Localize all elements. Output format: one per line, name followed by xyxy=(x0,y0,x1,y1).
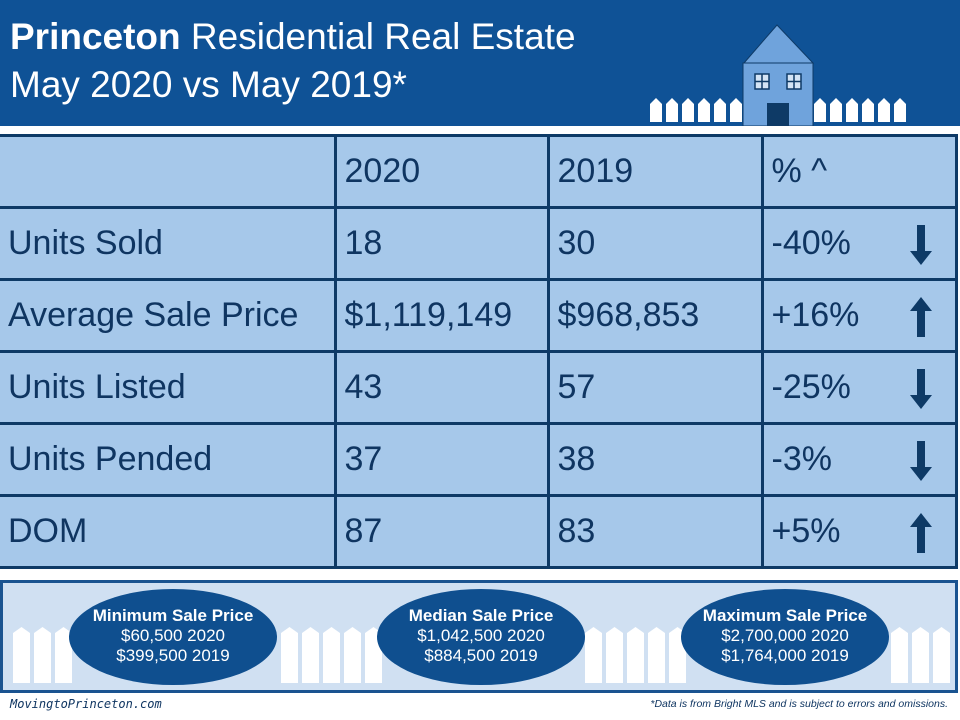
picket xyxy=(846,98,858,122)
house-icon xyxy=(650,24,906,126)
page-title: Princeton Residential Real Estate xyxy=(10,16,576,57)
fence-icon xyxy=(13,627,950,683)
picket xyxy=(698,98,710,122)
cell-text: -40% xyxy=(771,224,851,262)
metric-label: Average Sale Price xyxy=(0,278,337,353)
value-2020: 43 xyxy=(333,350,550,425)
arrow-down-icon xyxy=(910,369,932,409)
cell-text: $1,119,149 xyxy=(344,296,513,334)
picket xyxy=(344,627,361,683)
value-2020: $1,119,149 xyxy=(333,278,550,353)
summary-band: Minimum Sale Price $60,500 2020 $399,500 2… xyxy=(0,580,958,693)
metric-label: Units Listed xyxy=(0,350,337,425)
percent-change: +5% xyxy=(760,494,958,569)
cell-text: -25% xyxy=(771,368,851,406)
arrow-up-icon xyxy=(910,297,932,337)
header-cell xyxy=(0,134,337,209)
cell-text: Units Pended xyxy=(8,440,213,478)
cell-text: DOM xyxy=(8,512,88,550)
picket xyxy=(650,98,662,122)
median-sale-price-badge: Median Sale Price $1,042,500 2020 $884,500… xyxy=(377,589,585,685)
min-sale-price-badge: Minimum Sale Price $60,500 2020 $399,500 2… xyxy=(69,589,277,685)
value-2019: 57 xyxy=(546,350,764,425)
arrow-up-icon xyxy=(910,513,932,553)
metric-label: Units Sold xyxy=(0,206,337,281)
picket xyxy=(281,627,298,683)
cell-text: -3% xyxy=(771,440,832,478)
picket xyxy=(830,98,842,122)
picket xyxy=(814,98,826,122)
table-row: Units Pended 37 38 -3% xyxy=(0,422,958,497)
cell-text: +16% xyxy=(771,296,860,334)
picket xyxy=(878,98,890,122)
value-2020: 87 xyxy=(333,494,550,569)
picket xyxy=(302,627,319,683)
table-header-row: 2020 2019 % ^ xyxy=(0,134,958,209)
header-cell-2019: 2019 xyxy=(546,134,764,209)
percent-change: +16% xyxy=(760,278,958,353)
cell-text: 37 xyxy=(344,440,383,478)
percent-change: -40% xyxy=(760,206,958,281)
table-row: Average Sale Price $1,119,149 $968,853 +16% xyxy=(0,278,958,353)
site-link[interactable]: MovingtoPrinceton.com xyxy=(10,697,162,711)
page-subtitle: May 2020 vs May 2019* xyxy=(10,64,407,105)
picket xyxy=(13,627,30,683)
cell-text: Units Sold xyxy=(8,224,163,262)
picket xyxy=(891,627,908,683)
header-banner: Princeton Residential Real Estate May 20… xyxy=(0,0,960,126)
percent-change: -25% xyxy=(760,350,958,425)
picket xyxy=(585,627,602,683)
max-sale-price-badge: Maximum Sale Price $2,700,000 2020 $1,764,… xyxy=(681,589,889,685)
picket xyxy=(606,627,623,683)
picket xyxy=(933,627,950,683)
value-2019: 83 xyxy=(546,494,764,569)
value-2020: 18 xyxy=(333,206,550,281)
value-2019: 38 xyxy=(546,422,764,497)
cell-text: 87 xyxy=(344,512,383,550)
metric-label: DOM xyxy=(0,494,337,569)
picket xyxy=(323,627,340,683)
picket xyxy=(55,627,72,683)
cell-text: $968,853 xyxy=(557,296,700,334)
cell-text: Average Sale Price xyxy=(8,296,299,334)
cell-text: 43 xyxy=(344,368,383,406)
table-row: Units Sold 18 30 -40% xyxy=(0,206,958,281)
cell-text: 30 xyxy=(557,224,596,262)
table-row: Units Listed 43 57 -25% xyxy=(0,350,958,425)
picket xyxy=(912,627,929,683)
picket xyxy=(666,98,678,122)
picket xyxy=(648,627,665,683)
percent-change: -3% xyxy=(760,422,958,497)
picket xyxy=(862,98,874,122)
picket xyxy=(730,98,742,122)
picket xyxy=(34,627,51,683)
picket xyxy=(894,98,906,122)
cell-text: +5% xyxy=(771,512,841,550)
cell-text: 38 xyxy=(557,440,596,478)
comparison-table: 2020 2019 % ^ Units Sold 18 30 -40% Average … xyxy=(0,134,958,569)
cell-text: 83 xyxy=(557,512,596,550)
table-row: DOM 87 83 +5% xyxy=(0,494,958,569)
value-2019: $968,853 xyxy=(546,278,764,353)
header-cell-pct: % ^ xyxy=(760,134,958,209)
cell-text: 57 xyxy=(557,368,596,406)
disclaimer: *Data is from Bright MLS and is subject … xyxy=(650,698,948,710)
arrow-down-icon xyxy=(910,225,932,265)
value-2020: 37 xyxy=(333,422,550,497)
cell-text: Units Listed xyxy=(8,368,186,406)
cell-text: 18 xyxy=(344,224,383,262)
header-cell-2020: 2020 xyxy=(333,134,550,209)
picket xyxy=(627,627,644,683)
picket xyxy=(714,98,726,122)
picket xyxy=(682,98,694,122)
metric-label: Units Pended xyxy=(0,422,337,497)
value-2019: 30 xyxy=(546,206,764,281)
arrow-down-icon xyxy=(910,441,932,481)
